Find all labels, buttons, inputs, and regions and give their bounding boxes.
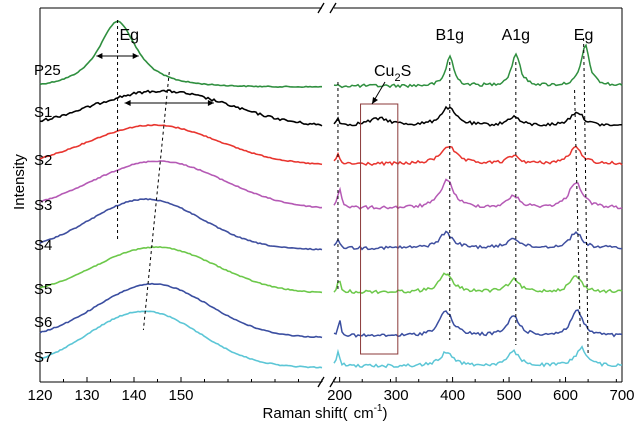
series-label-s2: S2 <box>34 152 52 169</box>
cu2s-annotation-main: Cu <box>374 63 394 80</box>
x-axis-title-suffix: ) <box>382 405 387 422</box>
series-line-left-p25 <box>39 20 322 89</box>
x-tick-label: 700 <box>609 387 634 404</box>
series-label-s3: S3 <box>34 197 52 214</box>
cu2s-arrow-head <box>372 97 378 104</box>
x-axis-title: Raman shift( cm-1) <box>263 403 388 422</box>
guide-dashed-shift <box>142 71 170 331</box>
peak-label-1: B1g <box>436 27 464 44</box>
x-tick-label: 300 <box>384 387 409 404</box>
series-line-right-s3 <box>333 178 623 211</box>
guide-dashed-eg-right-a <box>583 37 589 356</box>
cu2s-annotation-sub: 2 <box>394 72 400 84</box>
x-axis-break-mark-bottom <box>317 376 325 388</box>
series-line-right-s4 <box>333 230 622 251</box>
y-axis-title: Intensity <box>11 154 28 210</box>
x-axis-break-mark-top <box>329 2 337 14</box>
x-tick-label: 200 <box>327 387 352 404</box>
series-group <box>39 20 623 369</box>
guide-dashed-eg-right-b <box>574 89 581 331</box>
cu2s-annotation: Cu2S <box>374 63 411 84</box>
plot-frame <box>39 2 623 388</box>
series-line-right-s2 <box>333 145 623 167</box>
series-label-p25: P25 <box>34 62 61 79</box>
series-line-left-s5 <box>39 245 323 294</box>
series-label-s4: S4 <box>34 237 52 254</box>
series-label-s1: S1 <box>34 104 52 121</box>
axis-group: 120 130 140 150 200 300 400 500 600 700 <box>27 377 635 404</box>
x-tick-label: 130 <box>74 387 99 404</box>
guide-lines <box>96 20 589 356</box>
x-tick-label: 140 <box>121 387 146 404</box>
series-label-s6: S6 <box>34 314 52 331</box>
series-line-left-s2 <box>39 123 323 166</box>
series-line-right-s6 <box>333 309 623 338</box>
cu2s-highlight-box <box>360 103 399 355</box>
cu2s-annotation-end: S <box>401 63 412 80</box>
x-axis-title-unit: cm <box>354 405 374 422</box>
x-tick-label: 120 <box>27 387 52 404</box>
x-axis-title-exp: -1 <box>374 403 383 414</box>
x-tick-label: 600 <box>553 387 578 404</box>
x-axis-break-mark-bottom <box>329 376 337 388</box>
peak-label-3: Eg <box>574 27 594 44</box>
series-line-left-s6 <box>39 282 323 339</box>
peak-label-2: A1g <box>502 27 530 44</box>
series-line-right-s7 <box>333 345 623 369</box>
series-line-left-s4 <box>39 197 323 251</box>
labels-group: P25 S1 S2 S3 S4 S5 S6 S7 Eg B1g A1g Eg <box>34 27 593 366</box>
series-label-s7: S7 <box>34 349 52 366</box>
series-line-left-s3 <box>39 160 323 209</box>
series-line-left-s1 <box>39 89 323 127</box>
x-axis-title-prefix: Raman shift( <box>263 405 348 422</box>
series-label-s5: S5 <box>34 281 52 298</box>
x-tick-label: 500 <box>497 387 522 404</box>
peak-label-0: Eg <box>120 27 140 44</box>
series-line-left-s7 <box>39 310 323 369</box>
x-tick-label: 150 <box>168 387 193 404</box>
series-line-right-s1 <box>333 105 622 127</box>
x-axis-break-mark-top <box>317 2 325 14</box>
series-line-right-s5 <box>333 272 623 295</box>
x-tick-label: 400 <box>440 387 465 404</box>
